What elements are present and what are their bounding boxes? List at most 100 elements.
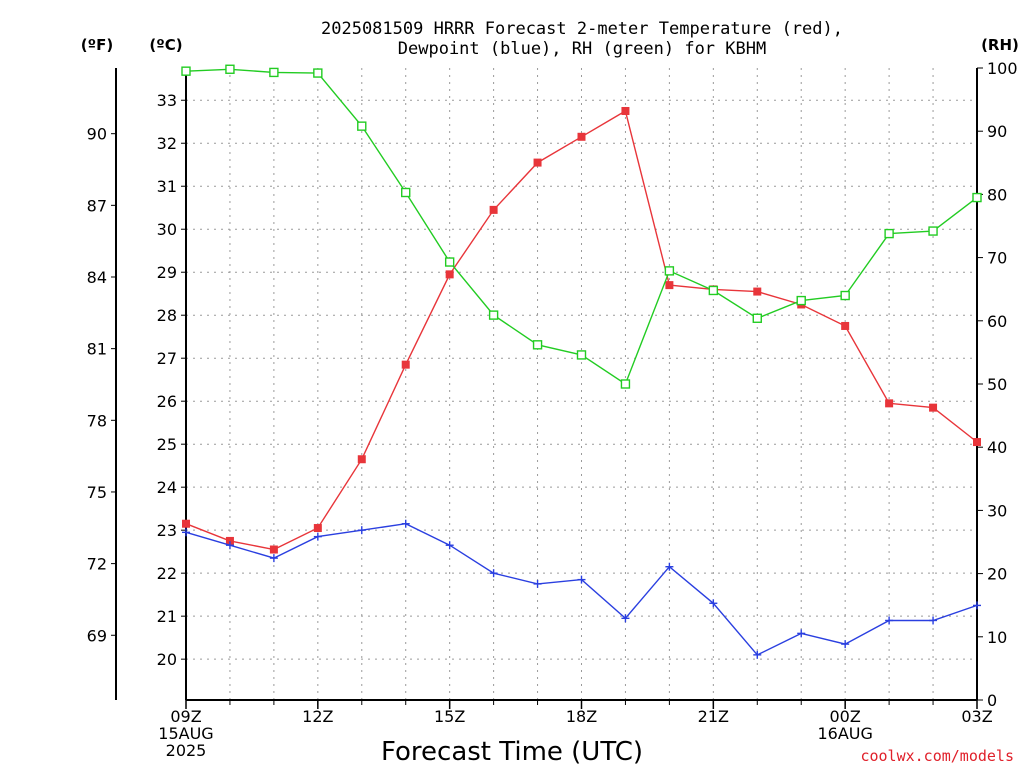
fahrenheit-tick-label: 69 (87, 626, 107, 645)
rh-point (181, 66, 191, 76)
rh-tick-label: 10 (987, 628, 1007, 647)
fahrenheit-tick-label: 72 (87, 555, 107, 574)
celsius-tick-label: 25 (157, 435, 177, 454)
x-tick-label: 03Z (961, 707, 992, 726)
x-tick-label: 2025 (166, 741, 207, 760)
fahrenheit-tick-label: 81 (87, 340, 107, 359)
dewpoint-series (182, 519, 981, 659)
celsius-unit-label: (ºC) (149, 36, 182, 54)
x-tick-label: 15Z (434, 707, 465, 726)
temperature-point (445, 270, 454, 279)
temperature-point (841, 321, 850, 330)
celsius-tick-label: 23 (157, 521, 177, 540)
dewpoint-point (225, 541, 234, 550)
celsius-tick-label: 21 (157, 607, 177, 626)
rh-line (185, 68, 978, 386)
x-tick-label: 09Z (170, 707, 201, 726)
temperature-point (357, 455, 366, 464)
series-lines (181, 64, 982, 659)
temperature-point (665, 281, 674, 290)
rh-point (928, 226, 938, 236)
rh-unit-label: (RH) (981, 36, 1019, 54)
x-axis-label: Forecast Time (UTC) (381, 737, 643, 767)
dewpoint-point (841, 640, 850, 649)
temperature-point (929, 403, 938, 412)
rh-point (664, 266, 675, 276)
rh-point (532, 340, 543, 350)
dewpoint-point (973, 601, 981, 610)
temperature-point (753, 287, 762, 296)
temperature-point (577, 132, 586, 141)
rh-tick-label: 60 (987, 312, 1007, 331)
x-tick-label: 12Z (302, 707, 333, 726)
temperature-point (885, 399, 894, 408)
dewpoint-point (797, 629, 806, 638)
rh-point (884, 228, 894, 239)
rh-point (752, 313, 762, 323)
grid-lines (186, 68, 977, 700)
dewpoint-point (665, 562, 674, 571)
rh-point (620, 379, 631, 389)
rh-point (225, 64, 235, 74)
rh-tick-label: 70 (987, 249, 1007, 268)
temperature-point (489, 205, 498, 214)
temperature-point (225, 536, 234, 545)
temperature-line (185, 109, 978, 551)
fahrenheit-tick-label: 84 (87, 268, 107, 287)
dewpoint-point (577, 575, 586, 584)
fahrenheit-tick-label: 75 (87, 483, 107, 502)
dewpoint-point (753, 650, 762, 659)
dewpoint-point (709, 599, 718, 608)
celsius-tick-label: 26 (157, 392, 177, 411)
celsius-tick-label: 29 (157, 263, 177, 282)
celsius-tick-label: 22 (157, 564, 177, 583)
temperature-point (533, 158, 542, 167)
rh-point (313, 68, 323, 78)
rh-tick-label: 40 (987, 438, 1007, 457)
rh-point (972, 192, 982, 203)
celsius-tick-label: 30 (157, 220, 177, 239)
rh-series (181, 64, 982, 389)
temperature-point (401, 360, 410, 369)
dewpoint-point (489, 569, 498, 578)
x-tick-label: 16AUG (817, 724, 872, 743)
dewpoint-point (621, 614, 630, 623)
dewpoint-point (533, 579, 542, 588)
dewpoint-point (182, 528, 190, 537)
temperature-point (269, 545, 278, 554)
rh-point (269, 67, 279, 78)
celsius-tick-label: 20 (157, 650, 177, 669)
dewpoint-point (929, 616, 938, 625)
rh-tick-label: 80 (987, 185, 1007, 204)
rh-tick-label: 100 (987, 59, 1018, 78)
chart-title-line-2: Dewpoint (blue), RH (green) for KBHM (398, 39, 766, 59)
x-tick-label: 18Z (566, 707, 597, 726)
rh-tick-label: 30 (987, 501, 1007, 520)
celsius-tick-label: 28 (157, 306, 177, 325)
celsius-tick-label: 24 (157, 478, 177, 497)
dewpoint-point (313, 532, 322, 541)
dewpoint-point (885, 616, 894, 625)
rh-point (840, 290, 850, 301)
dewpoint-point (269, 554, 278, 563)
x-tick-label: 00Z (830, 707, 861, 726)
rh-point (708, 285, 719, 296)
temperature-point (621, 106, 630, 115)
temperature-point (182, 519, 190, 528)
dewpoint-point (357, 526, 366, 535)
fahrenheit-unit-label: (ºF) (81, 36, 113, 54)
chart-title-line-1: 2025081509 HRRR Forecast 2-meter Tempera… (321, 19, 843, 39)
fahrenheit-tick-label: 87 (87, 196, 107, 215)
celsius-tick-label: 27 (157, 349, 177, 368)
x-tick-label: 21Z (698, 707, 729, 726)
rh-point (796, 295, 806, 306)
temperature-point (313, 524, 322, 533)
tick-labels: 20 21 22 23 24 25 26 27 28 29 30 31 32 33 69 72 75 78 81 84… (87, 59, 1018, 760)
rh-tick-label: 20 (987, 565, 1007, 584)
fahrenheit-tick-label: 78 (87, 411, 107, 430)
rh-point (576, 350, 587, 360)
rh-point (488, 310, 499, 320)
dewpoint-point (401, 519, 410, 528)
rh-point (401, 187, 411, 198)
